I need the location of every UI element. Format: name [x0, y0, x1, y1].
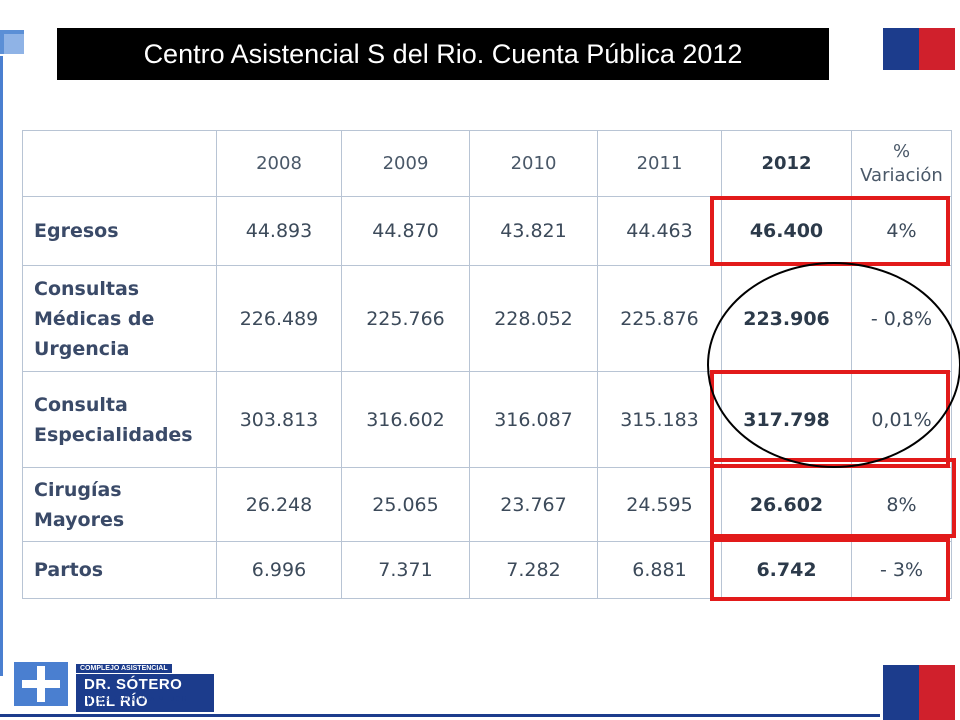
table-cell: 226.489 [216, 265, 342, 372]
table-cell: 26.602 [721, 467, 852, 542]
header-cell-2009: 2009 [341, 130, 470, 197]
highlight-ellipse-urgencia [707, 262, 960, 468]
left-accent-bar [0, 56, 3, 676]
table-row: Cirugías Mayores 26.248 25.065 23.767 24… [22, 467, 952, 542]
bottom-divider [0, 714, 880, 717]
header-cell-variation: % Variación [851, 130, 952, 197]
table-cell: 23.767 [469, 467, 598, 542]
table-cell: 44.463 [597, 196, 722, 266]
header-cell-2010: 2010 [469, 130, 598, 197]
row-label: Consulta Especialidades [22, 371, 217, 468]
logo-small-text: COMPLEJO ASISTENCIAL [76, 664, 172, 673]
flag-top-right [883, 28, 955, 70]
table-cell: 228.052 [469, 265, 598, 372]
table-cell: - 3% [851, 541, 952, 599]
table-cell: 303.813 [216, 371, 342, 468]
highlight-box-cirugias [710, 458, 956, 538]
highlight-box-partos [710, 538, 950, 601]
highlight-box-egresos [710, 196, 950, 266]
slide-title: Centro Asistencial S del Rio. Cuenta Púb… [57, 28, 829, 80]
table-header-row: 2008 2009 2010 2011 2012 % Variación [22, 130, 952, 197]
table-cell: 6.742 [721, 541, 852, 599]
flag-red-stripe [919, 665, 955, 720]
table-cell: 7.282 [469, 541, 598, 599]
table-cell: 225.766 [341, 265, 470, 372]
logo-name: DR. SÓTERO DEL RÍO [76, 674, 214, 712]
table-cell: 7.371 [341, 541, 470, 599]
table-row: Partos 6.996 7.371 7.282 6.881 6.742 - 3… [22, 541, 952, 599]
table-cell: 46.400 [721, 196, 852, 266]
row-label: Egresos [22, 196, 217, 266]
flag-blue-stripe [883, 28, 919, 70]
statistics-table: 2008 2009 2010 2011 2012 % Variación Egr… [22, 130, 952, 599]
table-cell: 316.087 [469, 371, 598, 468]
row-label: Partos [22, 541, 217, 599]
table-cell: 225.876 [597, 265, 722, 372]
table-cell: 44.893 [216, 196, 342, 266]
medical-cross-icon [14, 662, 68, 706]
flag-red-stripe [919, 28, 955, 70]
table-cell: 44.870 [341, 196, 470, 266]
logo-tagline: JUNTOS PARA UNA MEJOR SALUD [76, 696, 188, 710]
table-cell: 6.996 [216, 541, 342, 599]
table-cell: 315.183 [597, 371, 722, 468]
hospital-logo: COMPLEJO ASISTENCIAL DR. SÓTERO DEL RÍO … [14, 662, 214, 714]
table-row: Egresos 44.893 44.870 43.821 44.463 46.4… [22, 196, 952, 266]
table-cell: 25.065 [341, 467, 470, 542]
row-label: Cirugías Mayores [22, 467, 217, 542]
table-cell: 6.881 [597, 541, 722, 599]
header-cell-empty [22, 130, 217, 197]
header-cell-2008: 2008 [216, 130, 342, 197]
flag-bottom-right [883, 665, 955, 720]
header-cell-2012: 2012 [721, 130, 852, 197]
table-cell: 8% [851, 467, 952, 542]
flag-blue-stripe [883, 665, 919, 720]
table-cell: 26.248 [216, 467, 342, 542]
table-cell: 24.595 [597, 467, 722, 542]
table-cell: 43.821 [469, 196, 598, 266]
corner-square-inner [4, 34, 24, 54]
header-cell-2011: 2011 [597, 130, 722, 197]
row-label: Consultas Médicas de Urgencia [22, 265, 217, 372]
table-cell: 4% [851, 196, 952, 266]
table-cell: 316.602 [341, 371, 470, 468]
